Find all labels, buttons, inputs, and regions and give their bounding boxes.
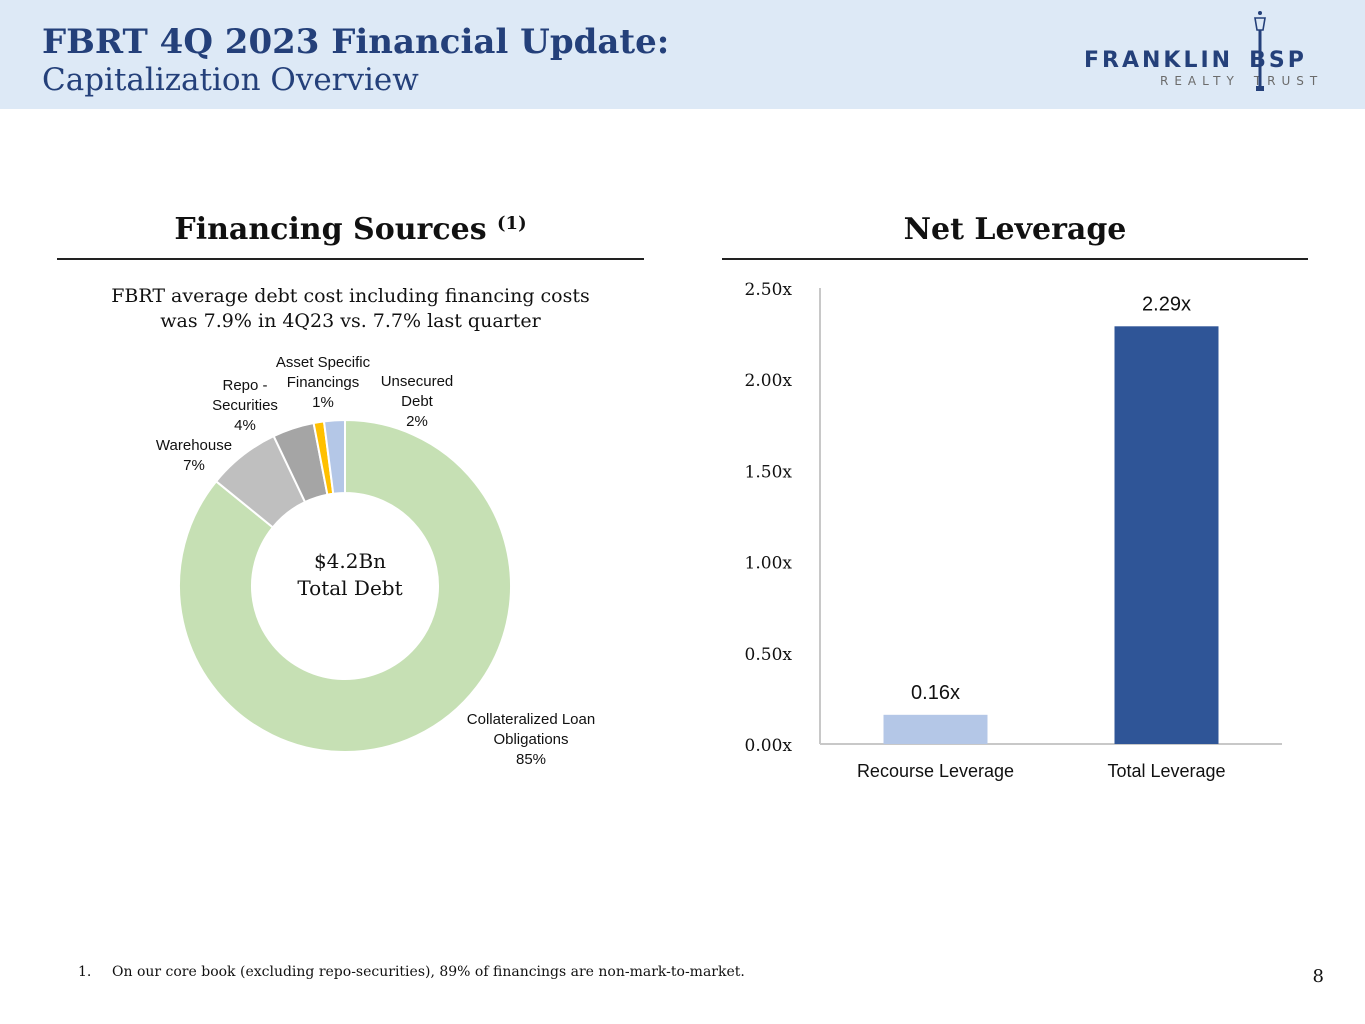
franklin-bsp-logo: FRANKLIN BSP REALTY TRUST bbox=[1084, 10, 1354, 94]
net-leverage-title: Net Leverage bbox=[903, 212, 1127, 247]
slice-label-collateralized-loan-obligations: Collateralized Loan Obligations 85% bbox=[467, 711, 595, 768]
footnote-number: 1. bbox=[78, 964, 92, 980]
footnote-text: On our core book (excluding repo-securit… bbox=[112, 964, 745, 980]
logo-tagline: REALTY TRUST bbox=[1160, 74, 1323, 88]
slice-unsecured-debt bbox=[322, 418, 346, 495]
financing-sources-title: Financing Sources (1) bbox=[57, 212, 644, 247]
y-tick-label: 0.00x bbox=[745, 736, 793, 756]
page-subtitle: Capitalization Overview bbox=[42, 62, 419, 98]
bar-value-label: 2.29x bbox=[1142, 293, 1191, 315]
y-tick-label: 2.00x bbox=[745, 371, 793, 391]
debt-cost-note-line1: FBRT average debt cost including financi… bbox=[111, 285, 590, 307]
x-category-label: Recourse Leverage bbox=[857, 761, 1014, 781]
y-tick-label: 1.50x bbox=[745, 462, 793, 482]
slice-label-asset-specific-financings: Asset Specific Financings 1% bbox=[276, 354, 371, 411]
logo-wordmark: FRANKLIN BSP bbox=[1084, 48, 1307, 73]
donut-center-amount: $4.2Bn bbox=[314, 549, 386, 573]
page-number: 8 bbox=[1312, 966, 1324, 987]
financing-sources-title-text: Financing Sources bbox=[174, 212, 487, 247]
logo-word-bsp: BSP bbox=[1249, 48, 1307, 73]
bar-value-label: 0.16x bbox=[911, 682, 960, 704]
financing-divider bbox=[57, 258, 644, 260]
slice-label-repo-securities: Repo -Securities 4% bbox=[212, 377, 278, 434]
leverage-divider bbox=[722, 258, 1308, 260]
debt-cost-note: FBRT average debt cost including financi… bbox=[57, 284, 644, 334]
y-tick-label: 2.50x bbox=[745, 280, 793, 300]
lamppost-icon bbox=[1254, 11, 1266, 91]
financing-footnote-ref: (1) bbox=[497, 213, 527, 234]
net-leverage-bar-chart: 0.00x 0.50x 1.00x 1.50x 2.00x 2.50x 0.16x Recou… bbox=[745, 280, 1282, 781]
financing-donut-chart: Collateralized Loan Obligations 85% Warehou… bbox=[156, 354, 595, 768]
debt-cost-note-line2: was 7.9% in 4Q23 vs. 7.7% last quarter bbox=[160, 310, 541, 332]
donut-center-label: Total Debt bbox=[297, 576, 402, 600]
slice-collateralized-loan-obligations bbox=[178, 418, 512, 753]
y-tick-label: 1.00x bbox=[745, 554, 793, 574]
footnote: 1. On our core book (excluding repo-secur… bbox=[78, 964, 745, 980]
page-title: FBRT 4Q 2023 Financial Update: bbox=[42, 22, 670, 62]
bar-recourse-leverage bbox=[883, 714, 988, 744]
slice-label-unsecured-debt: Unsecured Debt 2% bbox=[381, 373, 454, 430]
logo-word-trust: TRUST bbox=[1253, 74, 1324, 88]
bar-total-leverage bbox=[1114, 326, 1219, 744]
x-category-label: Total Leverage bbox=[1107, 761, 1225, 781]
header-band: FBRT 4Q 2023 Financial Update: Capitaliz… bbox=[0, 0, 1365, 109]
logo-word-realty: REALTY bbox=[1160, 74, 1240, 88]
y-tick-label: 0.50x bbox=[745, 645, 793, 665]
slice-label-warehouse: Warehouse 7% bbox=[156, 437, 232, 474]
logo-word-franklin: FRANKLIN bbox=[1084, 48, 1234, 73]
